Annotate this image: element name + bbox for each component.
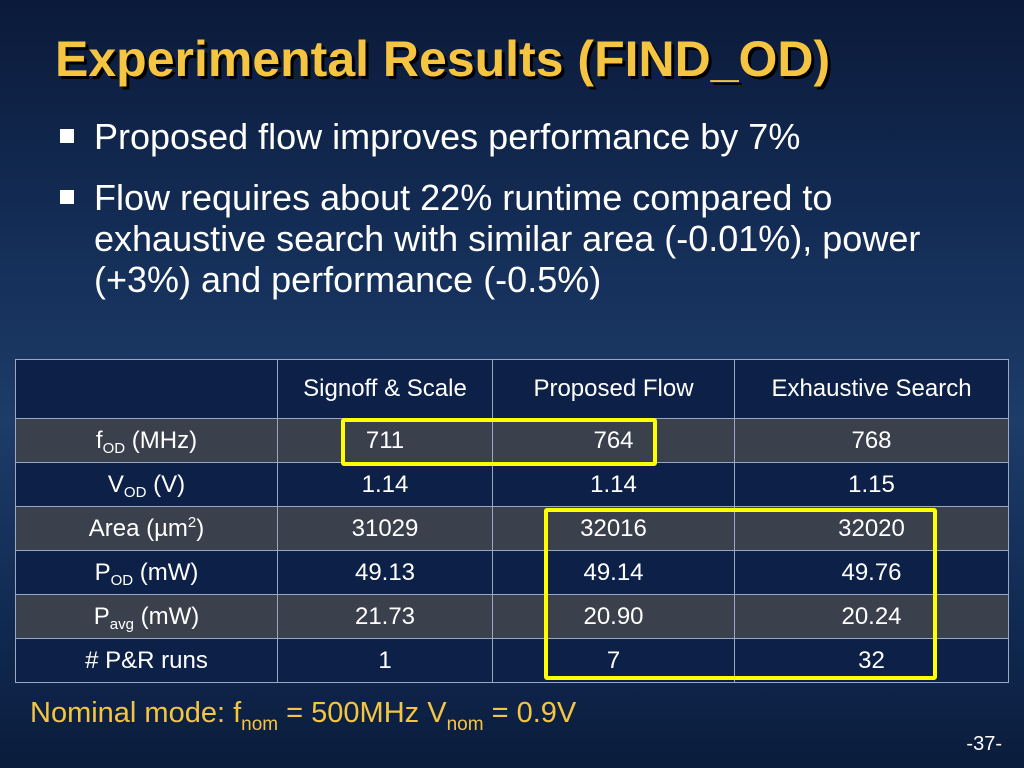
table-cell: 711 xyxy=(277,418,493,463)
table-header-row: Signoff & Scale Proposed Flow Exhaustive… xyxy=(15,359,1009,419)
square-bullet-icon xyxy=(60,129,74,143)
table-row: # P&R runs 1 7 32 xyxy=(15,638,1009,683)
table-cell: 21.73 xyxy=(277,594,493,639)
table-cell: 20.90 xyxy=(492,594,735,639)
square-bullet-icon xyxy=(60,190,74,204)
header-cell: Exhaustive Search xyxy=(734,359,1009,419)
table-row: VOD (V) 1.14 1.14 1.15 xyxy=(15,462,1009,507)
table-cell: 31029 xyxy=(277,506,493,551)
table-cell: 1.14 xyxy=(277,462,493,507)
table-cell: 32016 xyxy=(492,506,735,551)
results-table: Signoff & Scale Proposed Flow Exhaustive… xyxy=(15,359,1009,683)
bullet-list: Proposed flow improves performance by 7%… xyxy=(60,116,960,320)
table-cell: 49.13 xyxy=(277,550,493,595)
bullet-text: Flow requires about 22% runtime compared… xyxy=(94,177,921,300)
row-label: Pavg (mW) xyxy=(15,594,278,639)
row-label: Area (µm2) xyxy=(15,506,278,551)
table-row: fOD (MHz) 711 764 768 xyxy=(15,418,1009,463)
table-cell: 1.14 xyxy=(492,462,735,507)
proposed-vs-exhaustive-highlight-box xyxy=(544,508,937,680)
row-label: fOD (MHz) xyxy=(15,418,278,463)
page-number: -37- xyxy=(966,733,1002,755)
bullet-item: Proposed flow improves performance by 7% xyxy=(60,116,960,157)
table-cell: 764 xyxy=(492,418,735,463)
table-cell: 32 xyxy=(734,638,1009,683)
table-cell: 1.15 xyxy=(734,462,1009,507)
table-cell: 49.76 xyxy=(734,550,1009,595)
row-label: VOD (V) xyxy=(15,462,278,507)
bullet-text: Proposed flow improves performance by 7% xyxy=(94,116,801,157)
row-label: POD (mW) xyxy=(15,550,278,595)
header-cell: Signoff & Scale xyxy=(277,359,493,419)
table-row: Area (µm2) 31029 32016 32020 xyxy=(15,506,1009,551)
table-cell: 7 xyxy=(492,638,735,683)
table-cell: 32020 xyxy=(734,506,1009,551)
nominal-mode-note: Nominal mode: fnom = 500MHz Vnom = 0.9V xyxy=(30,697,577,735)
header-cell xyxy=(15,359,278,419)
bullet-item: Flow requires about 22% runtime compared… xyxy=(60,177,960,300)
slide-title: Experimental Results (FIND_OD) xyxy=(55,31,831,87)
header-cell: Proposed Flow xyxy=(492,359,735,419)
table-row: POD (mW) 49.13 49.14 49.76 xyxy=(15,550,1009,595)
table-cell: 49.14 xyxy=(492,550,735,595)
row-label: # P&R runs xyxy=(15,638,278,683)
table-cell: 1 xyxy=(277,638,493,683)
frequency-highlight-box xyxy=(341,418,657,466)
table-cell: 768 xyxy=(734,418,1009,463)
